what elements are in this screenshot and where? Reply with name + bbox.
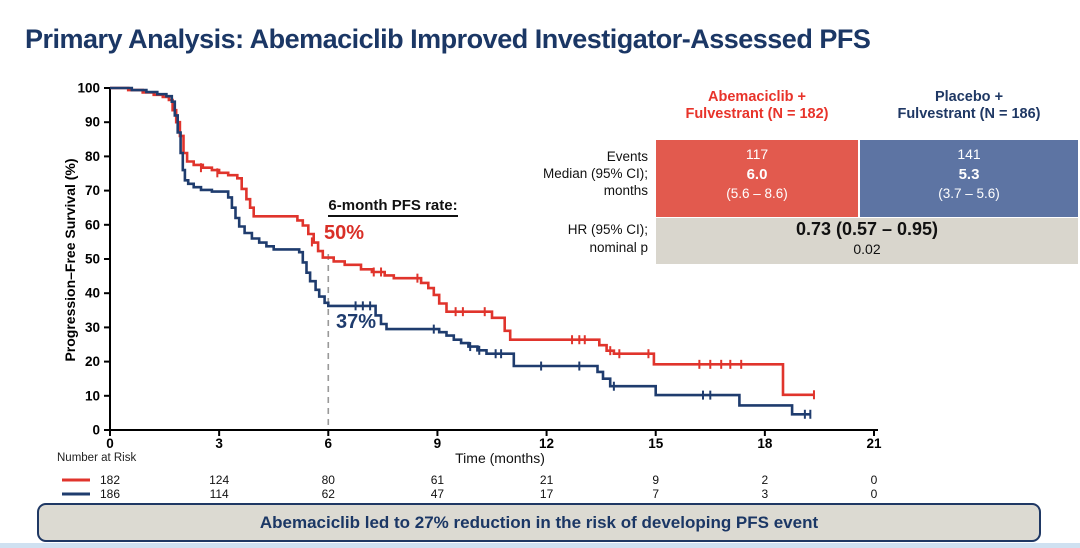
abemaciclib-risk-value: 61 bbox=[431, 473, 445, 487]
row-label-median: Median (95% CI); bbox=[542, 166, 648, 181]
y-tick-label: 30 bbox=[85, 320, 100, 335]
abemaciclib-rate-label: 50% bbox=[324, 222, 365, 244]
y-tick-label: 20 bbox=[85, 354, 100, 369]
hr-results-cell: 0.73 (0.57 – 0.95) 0.02 bbox=[656, 218, 1078, 264]
row-label-months: months bbox=[603, 183, 648, 198]
placebo-rate-label: 37% bbox=[336, 311, 377, 333]
abemaciclib-events-value: 117 bbox=[745, 146, 769, 162]
abemaciclib-risk-value: 80 bbox=[322, 473, 336, 487]
x-tick-label: 21 bbox=[866, 436, 882, 451]
conclusion-banner: Abemaciclib led to 27% reduction in the … bbox=[37, 503, 1041, 542]
abemaciclib-ci-value: (5.6 – 8.6) bbox=[726, 186, 788, 201]
x-tick-label: 3 bbox=[215, 436, 223, 451]
six-month-pfs-annotation: 6-month PFS rate: bbox=[308, 197, 478, 217]
x-tick-label: 15 bbox=[648, 436, 664, 451]
x-tick-label: 6 bbox=[325, 436, 333, 451]
row-label-events: Events bbox=[606, 149, 648, 164]
placebo-risk-value: 186 bbox=[100, 487, 120, 501]
y-tick-label: 90 bbox=[85, 115, 100, 130]
six-month-pfs-annotation-underline: 6-month PFS rate bbox=[328, 197, 453, 217]
x-tick-label: 12 bbox=[539, 436, 554, 451]
abemaciclib-column-header: Abemaciclib + Fulvestrant (N = 182) bbox=[650, 89, 864, 123]
p-value: 0.02 bbox=[853, 241, 881, 257]
placebo-header-line1: Placebo + bbox=[934, 89, 1004, 105]
abemaciclib-header-line1: Abemaciclib + bbox=[708, 89, 806, 105]
y-tick-label: 60 bbox=[85, 217, 100, 232]
placebo-median-value: 5.3 bbox=[958, 166, 980, 183]
placebo-risk-value: 17 bbox=[540, 487, 554, 501]
placebo-risk-value: 62 bbox=[322, 487, 336, 501]
hr-value: 0.73 (0.57 – 0.95) bbox=[795, 219, 939, 239]
placebo-risk-value: 47 bbox=[431, 487, 445, 501]
abemaciclib-results-cell: 117 6.0 (5.6 – 8.6) bbox=[656, 140, 858, 217]
abemaciclib-risk-value: 2 bbox=[762, 473, 769, 487]
abemaciclib-median-value: 6.0 bbox=[746, 166, 768, 183]
placebo-risk-value: 7 bbox=[652, 487, 659, 501]
abemaciclib-header-line2: Fulvestrant (N = 182) bbox=[685, 106, 829, 122]
abemaciclib-curve bbox=[110, 86, 814, 397]
x-tick-label: 0 bbox=[106, 436, 114, 451]
placebo-column-header: Placebo + Fulvestrant (N = 186) bbox=[856, 89, 1080, 123]
abemaciclib-risk-value: 0 bbox=[871, 473, 878, 487]
placebo-ci-value: (3.7 – 5.6) bbox=[938, 186, 1000, 201]
placebo-results-cell: 141 5.3 (3.7 – 5.6) bbox=[860, 140, 1078, 217]
y-tick-label: 100 bbox=[77, 81, 100, 96]
placebo-events-value: 141 bbox=[957, 146, 981, 162]
placebo-risk-value: 114 bbox=[210, 487, 229, 501]
x-tick-label: 18 bbox=[757, 436, 773, 451]
row-label-hr: HR (95% CI); bbox=[567, 222, 648, 237]
slide-bottom-strip bbox=[0, 543, 1080, 548]
abemaciclib-risk-value: 9 bbox=[652, 473, 659, 487]
y-axis-title: Progression–Free Survival (%) bbox=[62, 158, 78, 362]
abemaciclib-risk-value: 21 bbox=[540, 473, 554, 487]
page-title: Primary Analysis: Abemaciclib Improved I… bbox=[25, 24, 871, 54]
placebo-header-line2: Fulvestrant (N = 186) bbox=[897, 106, 1041, 122]
y-tick-label: 80 bbox=[85, 149, 100, 164]
x-axis-title: Time (months) bbox=[455, 450, 545, 466]
placebo-curve bbox=[110, 86, 811, 416]
row-label-nominal-p: nominal p bbox=[589, 240, 648, 255]
abemaciclib-risk-value: 182 bbox=[100, 473, 120, 487]
y-tick-label: 40 bbox=[85, 286, 100, 301]
y-tick-label: 10 bbox=[85, 388, 100, 403]
abemaciclib-risk-value: 124 bbox=[209, 473, 229, 487]
placebo-risk-value: 0 bbox=[871, 487, 878, 501]
x-tick-label: 9 bbox=[434, 436, 442, 451]
number-at-risk-label: Number at Risk bbox=[57, 452, 137, 464]
y-tick-label: 70 bbox=[85, 183, 100, 198]
y-tick-label: 50 bbox=[85, 252, 100, 267]
conclusion-banner-text: Abemaciclib led to 27% reduction in the … bbox=[259, 513, 819, 532]
y-tick-label: 0 bbox=[92, 423, 100, 438]
annotation-colon: : bbox=[452, 197, 458, 217]
placebo-risk-value: 3 bbox=[762, 487, 769, 501]
